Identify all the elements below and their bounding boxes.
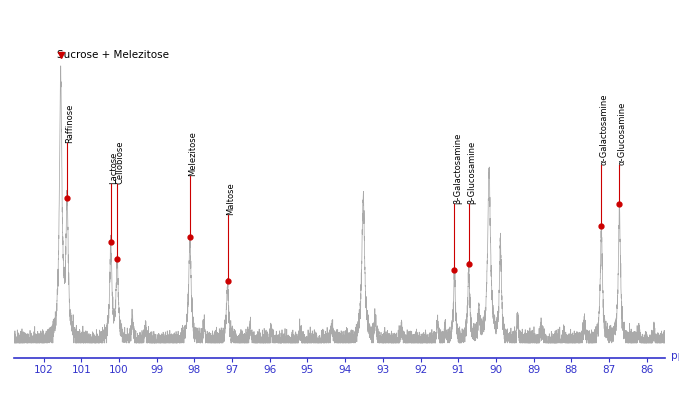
Text: Sucrose + Melezitose: Sucrose + Melezitose <box>57 50 169 60</box>
Text: Raffinose: Raffinose <box>66 104 75 143</box>
Text: β-Galactosamine: β-Galactosamine <box>453 132 462 204</box>
Text: Lactose: Lactose <box>109 152 118 184</box>
Text: Cellobiose: Cellobiose <box>115 141 125 184</box>
Text: β-Glucosamine: β-Glucosamine <box>467 140 476 204</box>
Text: Melezitose: Melezitose <box>188 131 198 176</box>
Text: ppm: ppm <box>671 351 679 361</box>
Text: α-Glucosamine: α-Glucosamine <box>618 102 627 165</box>
Text: α-Galactosamine: α-Galactosamine <box>600 94 609 165</box>
Text: Maltose: Maltose <box>226 182 235 215</box>
